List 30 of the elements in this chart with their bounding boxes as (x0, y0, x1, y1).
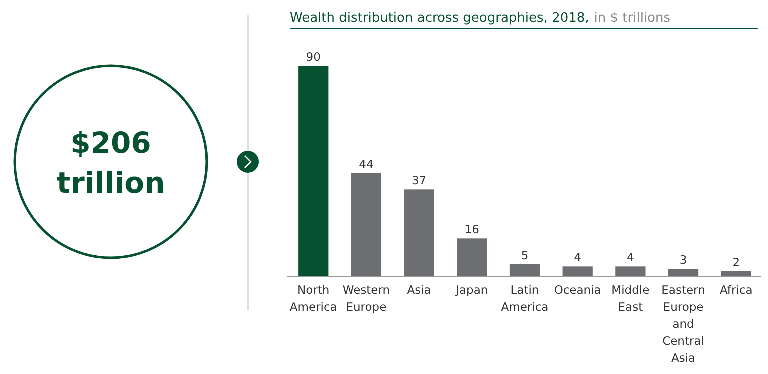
data-label: 90 (306, 50, 321, 64)
data-label: 37 (412, 174, 427, 188)
bar (510, 264, 540, 276)
x-tick-label: Eastern Europe and Central Asia (662, 283, 706, 365)
chart-title: Wealth distribution across geographies, 2018, (290, 11, 590, 26)
data-label: 5 (521, 248, 529, 262)
x-tick-label: Western Europe (342, 283, 390, 314)
chart-subtitle: in $ trillions (594, 11, 671, 26)
x-tick-label: Japan (455, 283, 488, 297)
data-label: 2 (732, 255, 740, 270)
data-label: 4 (574, 250, 582, 265)
data-label: 4 (627, 250, 634, 265)
x-tick-label: Oceania (554, 283, 602, 297)
bar (457, 238, 488, 276)
data-label: 16 (464, 222, 480, 237)
x-tick-label: Asia (407, 283, 432, 297)
bar (298, 66, 329, 276)
x-tick-label: Latin America (501, 283, 549, 314)
bar (404, 190, 434, 276)
bar (668, 269, 699, 276)
bar (562, 266, 593, 276)
text: $206 trillion (56, 126, 166, 200)
bar (721, 271, 752, 276)
x-tick-label: Middle East (612, 283, 650, 314)
bar (616, 266, 646, 276)
x-tick-label: North America (290, 283, 338, 314)
data-label: 44 (359, 157, 374, 172)
data-label: 3 (680, 253, 688, 267)
x-tick-label: Africa (720, 283, 753, 297)
bar (351, 173, 382, 276)
